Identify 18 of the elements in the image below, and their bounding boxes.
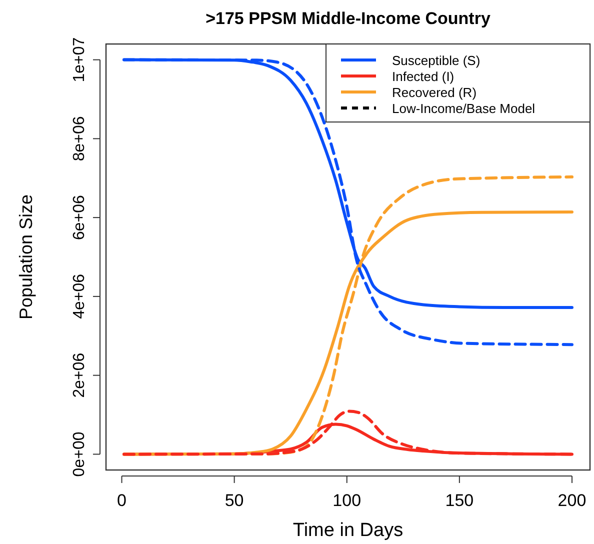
x-tick-label: 200: [558, 491, 586, 510]
y-tick-label: 6e+06: [71, 194, 88, 240]
y-axis-title: Population Size: [16, 194, 36, 320]
legend-label: Infected (I): [392, 69, 454, 84]
x-tick-label: 50: [224, 491, 244, 510]
y-tick-label: 4e+06: [71, 274, 88, 319]
y-tick-label: 1e+07: [71, 37, 88, 82]
x-tick-label: 100: [332, 491, 362, 510]
annotation: Low-Income/Base Model: [392, 101, 536, 116]
chart-title: >175 PPSM Middle-Income Country: [206, 9, 491, 28]
y-tick-label: 0e+00: [71, 432, 88, 477]
y-tick-label: 8e+06: [71, 116, 88, 162]
legend-label: Recovered (R): [392, 85, 477, 100]
y-tick-label: 2e+06: [71, 352, 88, 398]
x-tick-label: 150: [445, 491, 474, 510]
x-tick-label: 0: [117, 491, 126, 510]
x-axis-title: Time in Days: [292, 520, 404, 541]
legend-label: Susceptible (S): [392, 53, 480, 68]
